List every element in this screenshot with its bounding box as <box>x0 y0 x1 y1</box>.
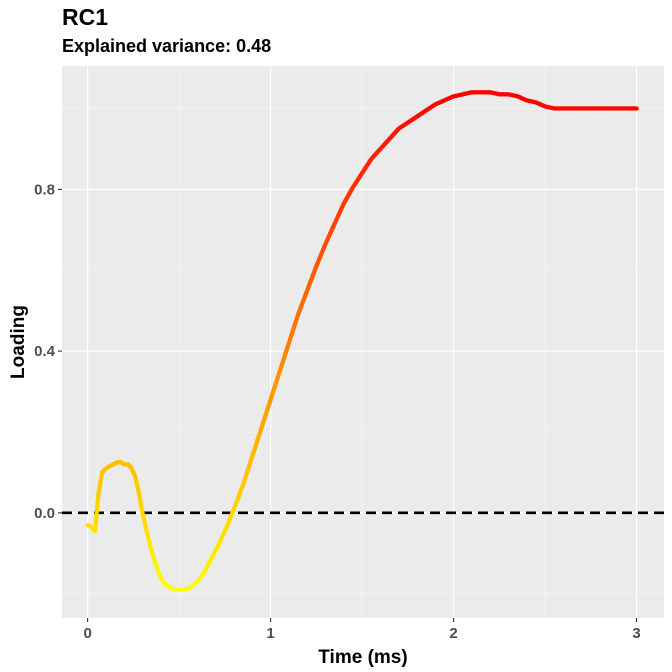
x-tick-label: 3 <box>632 625 640 642</box>
x-tick-label: 1 <box>266 625 274 642</box>
x-tick-label: 0 <box>83 625 91 642</box>
y-tick-label: 0.0 <box>34 505 55 522</box>
chart-subtitle: Explained variance: 0.48 <box>62 36 272 56</box>
x-axis-title: Time (ms) <box>318 647 407 668</box>
y-axis-title: Loading <box>8 305 29 379</box>
data-point <box>634 106 639 111</box>
points-layer <box>85 90 639 592</box>
y-tick-label: 0.8 <box>34 181 55 198</box>
x-tick-label: 2 <box>449 625 457 642</box>
chart-title: RC1 <box>62 4 109 30</box>
axis-layer: 0 1 2 3 0.0 0.4 0.8 <box>34 181 641 642</box>
y-tick-label: 0.4 <box>34 343 56 360</box>
plot-panel <box>62 66 664 618</box>
